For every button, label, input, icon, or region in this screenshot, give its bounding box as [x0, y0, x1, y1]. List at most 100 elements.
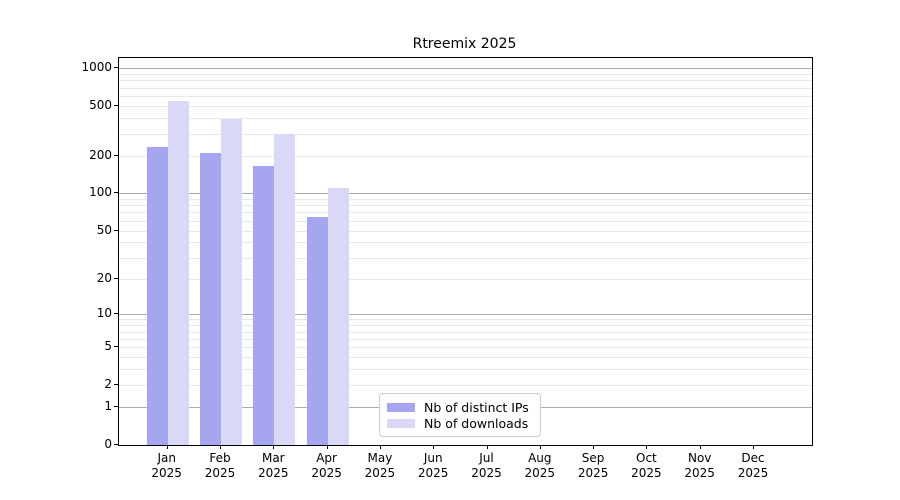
y-tick-mark [114, 154, 118, 156]
x-tick-label: Nov 2025 [673, 451, 727, 481]
y-tick-label: 10 [96, 306, 112, 321]
x-tick-label: Oct 2025 [619, 451, 673, 481]
x-tick-label-line: 2025 [737, 466, 769, 480]
x-tick-label-line: 2025 [311, 466, 342, 480]
legend: Nb of distinct IPs Nb of downloads [379, 393, 541, 437]
x-tick-mark [486, 445, 488, 449]
y-tick-label: 500 [89, 97, 112, 112]
minor-gridline [119, 242, 812, 244]
minor-gridline [119, 230, 812, 232]
legend-row-downloads: Nb of downloads [387, 415, 532, 431]
y-tick-label: 5 [104, 339, 112, 354]
bar-distinct-ips-mar [253, 166, 275, 445]
bar-downloads-jan [167, 100, 189, 445]
minor-gridline [119, 105, 812, 107]
x-tick-label-line: 2025 [471, 466, 502, 480]
minor-gridline [119, 118, 812, 120]
x-tick-mark [433, 445, 435, 449]
legend-label-downloads: Nb of downloads [424, 415, 529, 431]
bar-distinct-ips-apr [306, 216, 328, 445]
y-tick-mark [114, 406, 118, 408]
bar-distinct-ips-jan [146, 147, 168, 445]
legend-swatch-distinct-ips [387, 402, 415, 412]
minor-gridline [119, 212, 812, 214]
major-gridline [119, 314, 812, 316]
x-tick-label: Jun 2025 [406, 451, 460, 481]
x-tick-label-line: Sep [581, 451, 605, 465]
x-tick-label: Aug 2025 [513, 451, 567, 481]
y-tick-mark [114, 67, 118, 69]
y-tick-mark [114, 104, 118, 106]
minor-gridline [119, 87, 812, 89]
x-tick-label: Jul 2025 [460, 451, 514, 481]
major-gridline [119, 68, 812, 70]
y-tick-mark [114, 277, 118, 279]
y-tick-label: 1000 [81, 60, 112, 75]
x-tick-label-line: Mar [261, 451, 285, 465]
x-tick-label: Dec 2025 [726, 451, 780, 481]
x-tick-label-line: Apr [316, 451, 337, 465]
minor-gridline [119, 205, 812, 207]
minor-gridline [119, 338, 812, 340]
x-tick-mark [166, 445, 168, 449]
legend-swatch-downloads [387, 418, 415, 428]
x-tick-label-line: Nov [687, 451, 712, 465]
minor-gridline [119, 319, 812, 321]
bar-distinct-ips-feb [200, 153, 221, 445]
x-tick-label-line: 2025 [204, 466, 236, 480]
x-tick-label-line: 2025 [417, 466, 449, 480]
x-tick-label-line: Jan [157, 451, 176, 465]
y-tick-label: 50 [96, 222, 112, 237]
x-tick-mark [699, 445, 701, 449]
x-tick-mark [273, 445, 275, 449]
minor-gridline [119, 155, 812, 157]
x-tick-label-line: 2025 [524, 466, 556, 480]
x-tick-label-line: Oct [636, 451, 657, 465]
minor-gridline [119, 325, 812, 327]
x-tick-label-line: Aug [528, 451, 552, 465]
x-tick-label: Sep 2025 [566, 451, 620, 481]
y-tick-mark [114, 444, 118, 445]
x-tick-label-line: Feb [209, 451, 231, 465]
x-tick-label-line: 2025 [151, 466, 182, 480]
minor-gridline [119, 133, 812, 135]
x-tick-label-line: Dec [741, 451, 765, 465]
minor-gridline [119, 80, 812, 82]
minor-gridline [119, 369, 812, 371]
minor-gridline [119, 347, 812, 349]
x-tick-label: Jan 2025 [140, 451, 194, 481]
minor-gridline [119, 357, 812, 359]
minor-gridline [119, 278, 812, 280]
y-tick-mark [114, 229, 118, 231]
x-tick-label-line: 2025 [258, 466, 289, 480]
y-tick-label: 200 [89, 147, 112, 162]
y-tick-mark [114, 346, 118, 348]
minor-gridline [119, 73, 812, 75]
x-tick-label: Apr 2025 [300, 451, 354, 481]
x-tick-label: Mar 2025 [246, 451, 300, 481]
chart-title: Rtreemix 2025 [412, 36, 517, 52]
legend-row-distinct-ips: Nb of distinct IPs [387, 399, 532, 415]
y-tick-label: 0 [104, 437, 112, 451]
x-tick-mark [379, 445, 381, 449]
bar-downloads-apr [327, 188, 349, 445]
minor-gridline [119, 220, 812, 222]
x-tick-label-line: Jul [479, 451, 494, 465]
x-tick-label-line: Jun [423, 451, 443, 465]
x-tick-label-line: 2025 [684, 466, 715, 480]
minor-gridline [119, 198, 812, 200]
plot-area [118, 57, 813, 446]
bar-downloads-feb [221, 119, 242, 445]
x-tick-mark [326, 445, 328, 449]
y-tick-label: 20 [96, 270, 112, 285]
y-tick-mark [114, 313, 118, 315]
minor-gridline [119, 257, 812, 259]
y-tick-mark [114, 384, 118, 386]
x-tick-label-line: May [367, 451, 393, 465]
y-tick-label: 2 [104, 377, 112, 392]
x-tick-mark [593, 445, 595, 449]
x-tick-mark [539, 445, 541, 449]
x-tick-mark [753, 445, 754, 449]
minor-gridline [119, 95, 812, 97]
minor-gridline [119, 385, 812, 387]
